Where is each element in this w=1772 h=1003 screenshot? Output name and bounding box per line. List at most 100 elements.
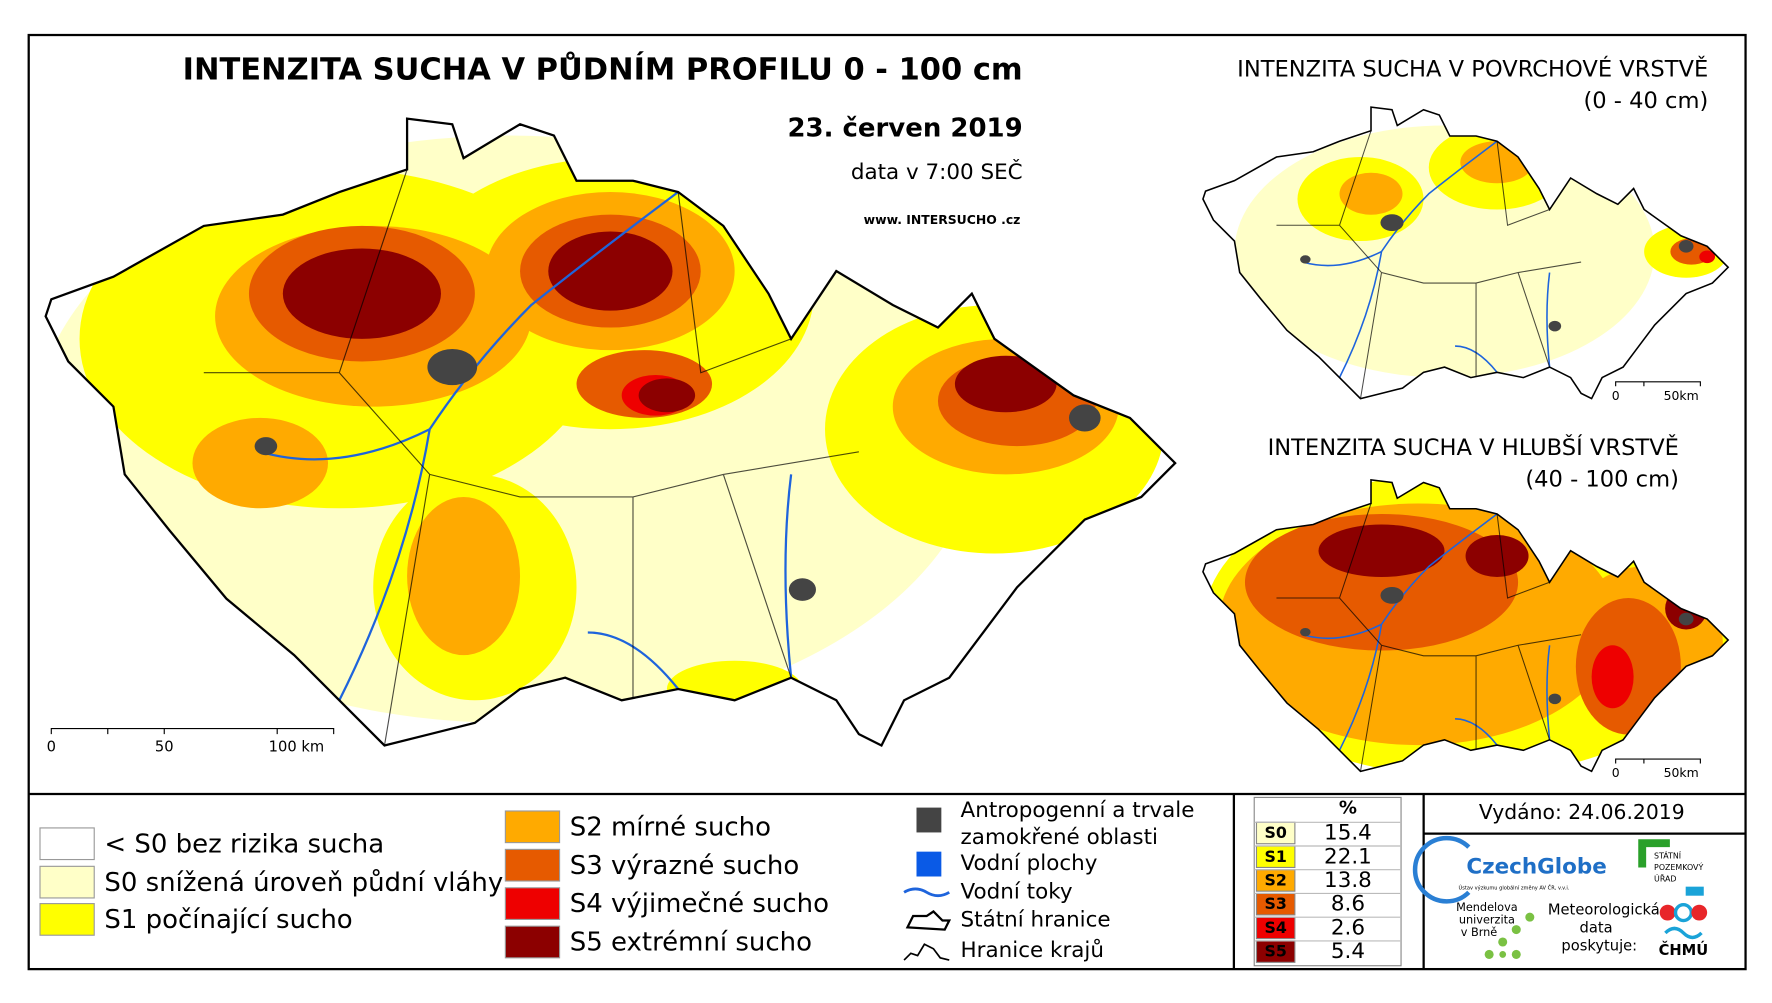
legend-icon	[916, 851, 942, 877]
logo-chmu-text: data	[1580, 919, 1613, 936]
drought-area	[1244, 513, 1519, 651]
legend-icon	[903, 887, 950, 898]
logo-chmu-mark	[1685, 886, 1704, 896]
region-border	[1276, 130, 1582, 399]
logo-chmu-mark	[1673, 903, 1694, 923]
inset-top-subtitle: (0 - 40 cm)	[1583, 88, 1708, 114]
table-class: S5	[1264, 942, 1286, 961]
inset-scale	[1615, 758, 1701, 764]
drought-area	[954, 355, 1057, 413]
drought-area	[1591, 645, 1634, 709]
logo-arc	[1412, 835, 1471, 904]
urban-area	[1380, 214, 1404, 232]
logo-mendelu-dots	[1484, 912, 1535, 959]
region-border	[1276, 503, 1582, 772]
legend-swatch	[504, 925, 561, 959]
logo-mendelu: univerzita	[1459, 914, 1515, 927]
legend-label: S2 mírné sucho	[570, 812, 771, 842]
urban-area	[254, 437, 278, 456]
logo-czechglobe-sub: Ústav výzkumu globální změny AV ČR, v.v.…	[1459, 884, 1570, 891]
legend-icon	[916, 807, 942, 833]
drought-area	[1699, 250, 1716, 264]
legend-label: Státní hranice	[961, 908, 1111, 933]
table-value: 13.8	[1324, 868, 1372, 893]
table-class: S0	[1264, 823, 1286, 842]
legend-icon	[903, 943, 950, 961]
legend-icon	[905, 910, 952, 931]
urban-area	[1380, 586, 1404, 604]
drought-area	[1339, 172, 1403, 215]
urban-area	[1548, 320, 1562, 332]
urban-area	[1300, 627, 1311, 637]
table-value: 22.1	[1324, 844, 1372, 869]
scale-label: 0	[47, 739, 56, 756]
urban-area	[1678, 612, 1694, 626]
logo-spu-mark	[1638, 839, 1670, 868]
legend-label: S5 extrémní sucho	[570, 928, 812, 958]
table-value: 5.4	[1331, 939, 1365, 964]
logo-spu: ÚŘAD	[1654, 872, 1676, 883]
logo-czechglobe: CzechGlobe	[1466, 854, 1606, 879]
logo-chmu-mark	[1691, 904, 1708, 921]
logo-chmu-mark	[1664, 926, 1703, 940]
table-class: S4	[1264, 918, 1286, 937]
urban-area	[1678, 239, 1694, 253]
stats-table: % S0 15.4 S1 22.1 S2 13.8 S3 8.6 S4 2.6 S5 5.4	[1253, 796, 1402, 967]
website: www. INTERSUCHO .cz	[864, 212, 1021, 227]
scale-label: 50km	[1664, 388, 1699, 403]
legend-label: < S0 bez rizika sucha	[104, 829, 384, 859]
legend-label: Vodní toky	[961, 879, 1073, 904]
urban-area	[1068, 404, 1101, 432]
drought-area	[548, 231, 673, 311]
urban-area	[427, 349, 478, 386]
table-class: S3	[1264, 894, 1286, 913]
urban-area	[1300, 255, 1311, 264]
drought-area	[1318, 524, 1445, 578]
data-time: data v 7:00 SEČ	[851, 159, 1023, 185]
legend-swatch	[504, 848, 561, 882]
table-rows: S0 15.4 S1 22.1 S2 13.8 S3 8.6 S4 2.6 S5 5.4	[1254, 821, 1402, 964]
legend-swatch	[39, 903, 95, 936]
drought-area	[407, 496, 521, 656]
main-title: INTENZITA SUCHA V PŮDNÍM PROFILU 0 - 100…	[183, 51, 1023, 88]
logos: CzechGlobe Ústav výzkumu globální změny …	[1412, 835, 1709, 959]
scale-label: 50km	[1664, 765, 1699, 780]
drought-area	[1465, 534, 1529, 578]
inset-bottom-subtitle: (40 - 100 cm)	[1525, 467, 1679, 493]
table-class: S2	[1264, 871, 1286, 890]
legend-label: Antropogenní a trvale	[961, 798, 1195, 823]
legend-label: S4 výjimečné sucho	[570, 889, 829, 919]
urban-area	[1548, 693, 1562, 705]
legend-label: S1 počínající sucho	[104, 905, 352, 935]
inset-top-title: INTENZITA SUCHA V POVRCHOVÉ VRSTVĚ	[1237, 55, 1708, 83]
drought-area	[192, 417, 329, 509]
table-class: S1	[1264, 847, 1286, 866]
legend-swatch	[504, 810, 561, 844]
legend-swatch	[39, 865, 95, 899]
urban-area	[788, 578, 816, 601]
table-value: 2.6	[1331, 915, 1365, 940]
table-value: 15.4	[1324, 821, 1372, 846]
legend-swatch	[39, 827, 95, 861]
logo-chmu-mark	[1659, 904, 1676, 921]
logo-mendelu: v Brně	[1461, 926, 1498, 939]
scale-label: 0	[1612, 388, 1620, 403]
legend-swatch	[504, 887, 561, 920]
legend: < S0 bez rizika sucha S0 snížená úroveň p…	[39, 798, 1195, 963]
date: 23. červen 2019	[787, 113, 1022, 143]
region-border	[203, 169, 859, 746]
logo-mendelu: Mendelova	[1456, 901, 1518, 914]
legend-label: zamokřené oblasti	[961, 825, 1158, 850]
inset-bottom-title: INTENZITA SUCHA V HLUBŠÍ VRSTVĚ	[1268, 433, 1679, 461]
legend-label: S0 snížená úroveň půdní vláhy	[104, 868, 503, 898]
logo-chmu-text: Meteorologická	[1548, 901, 1660, 918]
table-header: %	[1339, 798, 1357, 819]
legend-label: Hranice krajů	[961, 938, 1104, 963]
table-value: 8.6	[1331, 892, 1365, 917]
legend-label: Vodní plochy	[961, 851, 1098, 876]
inset-scale	[1615, 381, 1701, 387]
logo-chmu-text: poskytuje:	[1561, 938, 1637, 955]
logo-chmu: ČHMÚ	[1659, 941, 1709, 959]
legend-label: S3 výrazné sucho	[570, 851, 800, 881]
